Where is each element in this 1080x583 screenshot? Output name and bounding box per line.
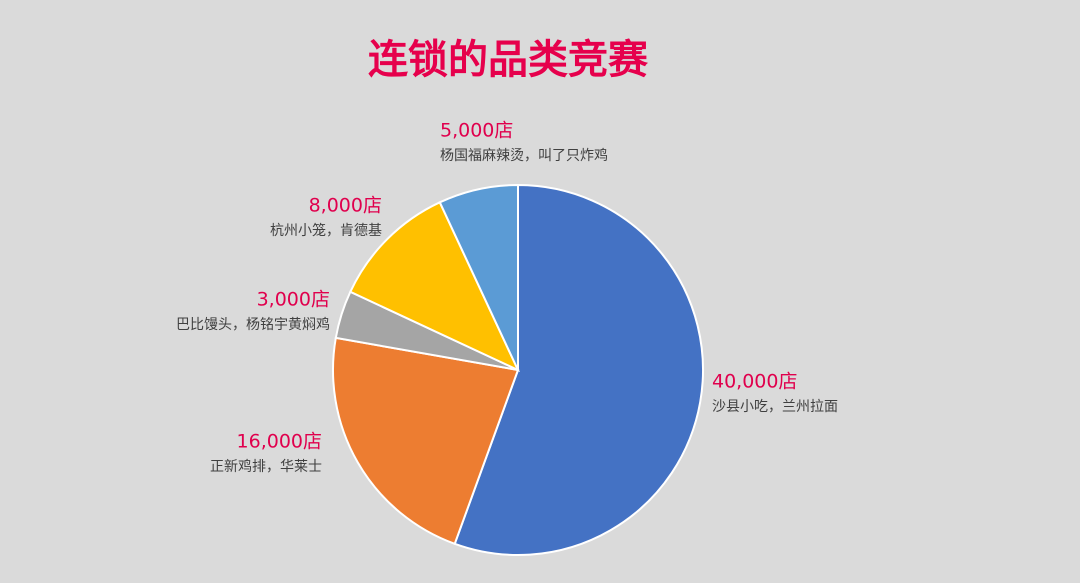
value-label: 5,000店 [440,120,513,142]
category-label: 杨国福麻辣烫，叫了只炸鸡 [440,147,608,164]
category-label: 沙县小吃，兰州拉面 [712,399,838,415]
pie-slice [349,201,521,373]
value-label: 16,000店 [237,431,322,453]
value-label: 40,000店 [712,371,797,393]
category-label: 杭州小笼，肯德基 [270,222,382,239]
value-label: 8,000店 [309,195,382,217]
pie-slice [453,183,704,556]
chart-title: 连锁的品类竞赛 [368,37,649,83]
category-label: 巴比馒头，杨铭宇黄焖鸡 [176,316,330,333]
category-label: 正新鸡排，华莱士 [210,458,322,475]
value-label: 3,000店 [257,289,330,311]
pie-slice [332,336,520,546]
pie-slice [438,183,519,371]
